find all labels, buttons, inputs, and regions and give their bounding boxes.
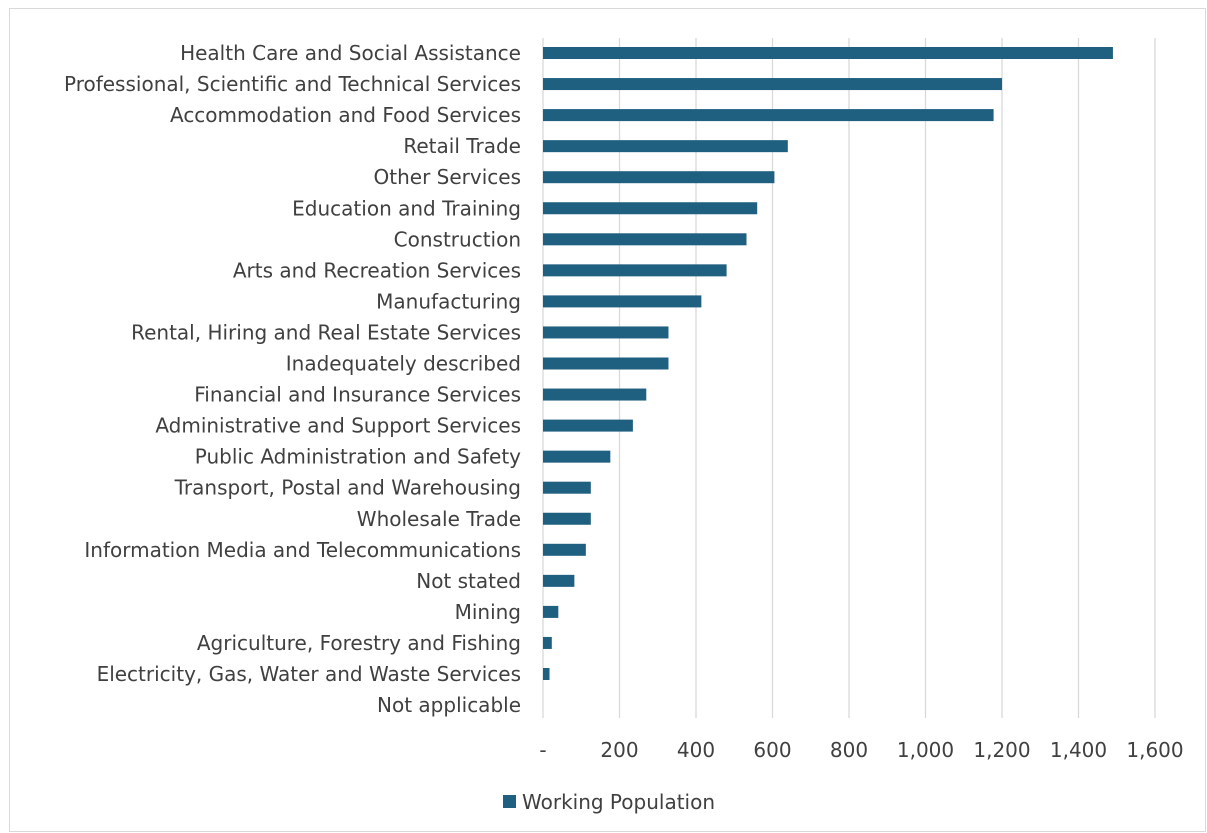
category-label-4: Other Services — [374, 165, 521, 189]
bar-4 — [543, 171, 775, 184]
x-tick-label-5: 1,000 — [897, 738, 954, 762]
category-label-2: Accommodation and Food Services — [170, 103, 521, 127]
category-label-16: Information Media and Telecommunications — [84, 538, 521, 562]
x-tick-label-8: 1,600 — [1126, 738, 1183, 762]
category-label-20: Electricity, Gas, Water and Waste Servic… — [97, 662, 521, 686]
category-label-3: Retail Trade — [403, 134, 521, 158]
x-tick-label-4: 800 — [830, 738, 868, 762]
bar-12 — [543, 419, 633, 432]
category-label-11: Financial and Insurance Services — [194, 383, 521, 407]
x-axis-tick-labels: - 200 400 600 800 1,000 1,200 1,400 1,600 — [539, 738, 1183, 762]
legend-swatch — [503, 795, 516, 808]
bar-7 — [543, 264, 727, 277]
category-label-12: Administrative and Support Services — [155, 414, 521, 438]
bar-17 — [543, 574, 575, 587]
bar-0 — [543, 47, 1113, 59]
x-tick-label-0: - — [539, 738, 546, 762]
bar-16 — [543, 543, 586, 556]
category-label-6: Construction — [394, 227, 521, 251]
category-label-21: Not applicable — [377, 693, 521, 717]
x-tick-label-7: 1,400 — [1050, 738, 1107, 762]
bar-5 — [543, 202, 758, 215]
bar-2 — [543, 109, 994, 122]
bar-8 — [543, 295, 702, 308]
bars — [543, 47, 1113, 680]
category-label-10: Inadequately described — [286, 352, 521, 376]
legend-label-working-population: Working Population — [522, 790, 715, 814]
x-tick-label-3: 600 — [753, 738, 791, 762]
x-tick-label-1: 200 — [600, 738, 638, 762]
category-label-8: Manufacturing — [376, 289, 521, 313]
category-label-14: Transport, Postal and Warehousing — [174, 476, 521, 500]
category-label-15: Wholesale Trade — [357, 507, 521, 531]
category-label-9: Rental, Hiring and Real Estate Services — [131, 320, 521, 344]
bar-19 — [543, 636, 552, 649]
gridlines — [542, 38, 1156, 718]
x-tick-label-6: 1,200 — [973, 738, 1030, 762]
bar-13 — [543, 450, 611, 463]
bar-18 — [543, 605, 559, 618]
category-label-18: Mining — [455, 600, 521, 624]
bar-20 — [543, 668, 550, 680]
bar-9 — [543, 326, 669, 339]
bar-1 — [543, 78, 1002, 91]
legend: Working Population — [503, 790, 715, 814]
bar-10 — [543, 357, 669, 370]
category-label-19: Agriculture, Forestry and Fishing — [197, 631, 521, 655]
category-label-17: Not stated — [416, 569, 521, 593]
category-labels: Health Care and Social Assistance Profess… — [64, 41, 521, 717]
bar-14 — [543, 481, 591, 494]
category-label-1: Professional, Scientific and Technical S… — [64, 72, 521, 96]
category-label-0: Health Care and Social Assistance — [180, 41, 521, 65]
bar-15 — [543, 512, 591, 525]
category-label-13: Public Administration and Safety — [195, 445, 521, 469]
bar-6 — [543, 233, 747, 246]
category-label-7: Arts and Recreation Services — [233, 258, 521, 282]
category-label-5: Education and Training — [292, 196, 521, 220]
x-tick-label-2: 400 — [677, 738, 715, 762]
bar-11 — [543, 388, 647, 401]
bar-3 — [543, 140, 788, 153]
